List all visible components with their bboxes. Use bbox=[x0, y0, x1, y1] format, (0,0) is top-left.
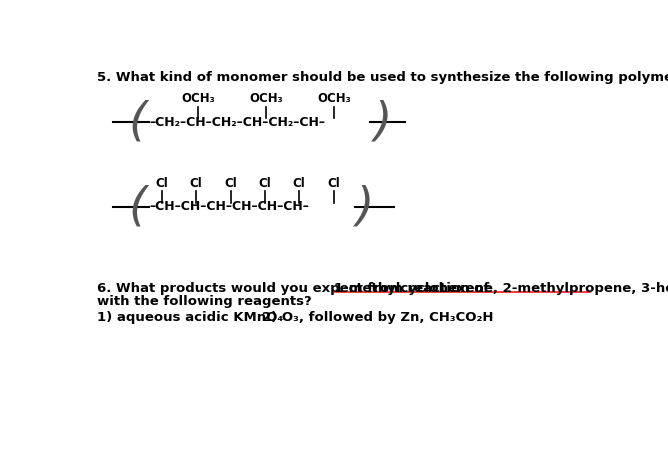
Text: OCH₃: OCH₃ bbox=[250, 92, 283, 105]
Text: Cl: Cl bbox=[190, 177, 202, 190]
Text: –CH–CH–CH–CH–CH–CH–: –CH–CH–CH–CH–CH–CH– bbox=[150, 200, 309, 213]
Text: with the following reagents?: with the following reagents? bbox=[98, 294, 312, 308]
Text: OCH₃: OCH₃ bbox=[317, 92, 351, 105]
Text: (: ( bbox=[128, 184, 147, 229]
Text: Cl: Cl bbox=[224, 177, 237, 190]
Text: Cl: Cl bbox=[259, 177, 271, 190]
Text: 1) aqueous acidic KMnO₄: 1) aqueous acidic KMnO₄ bbox=[98, 311, 284, 324]
Text: Cl: Cl bbox=[156, 177, 168, 190]
Text: 6. What products would you expect from reaction of: 6. What products would you expect from r… bbox=[98, 281, 494, 294]
Text: Cl: Cl bbox=[327, 177, 340, 190]
Text: OCH₃: OCH₃ bbox=[181, 92, 215, 105]
Text: 1-methylcyclohexene, 2-methylpropene, 3-hexene: 1-methylcyclohexene, 2-methylpropene, 3-… bbox=[334, 281, 668, 294]
Text: Cl: Cl bbox=[293, 177, 305, 190]
Text: (: ( bbox=[128, 100, 147, 145]
Text: 2) O₃, followed by Zn, CH₃CO₂H: 2) O₃, followed by Zn, CH₃CO₂H bbox=[262, 311, 493, 324]
Text: ): ) bbox=[374, 100, 393, 145]
Text: –CH₂–CH–CH₂–CH–CH₂–CH–: –CH₂–CH–CH₂–CH–CH₂–CH– bbox=[150, 116, 325, 129]
Text: 5. What kind of monomer should be used to synthesize the following polymer:: 5. What kind of monomer should be used t… bbox=[98, 71, 668, 83]
Text: ): ) bbox=[356, 184, 375, 229]
